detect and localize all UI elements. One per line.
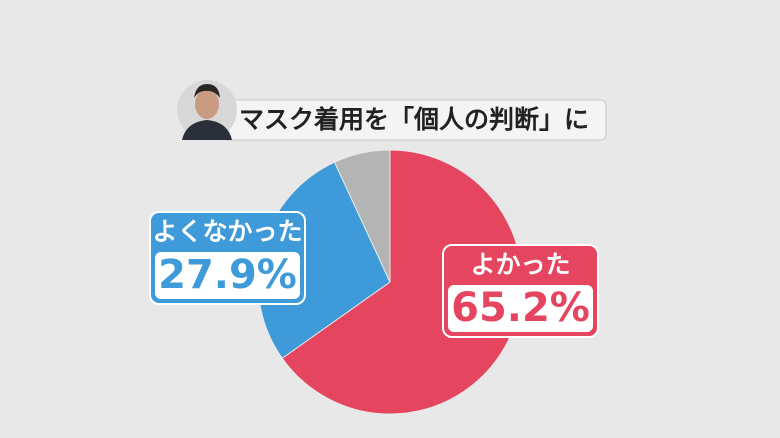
value-label: 27.9% [158,252,297,298]
pie-slice [333,149,391,283]
category-label: よくなかった [152,217,302,246]
portrait [177,80,237,140]
pie-slice [281,149,523,415]
label-value-box [155,252,300,299]
chart-title: マスク着用を「個人の判断」に [239,105,589,134]
label-value-box [448,285,593,332]
pie [257,149,523,415]
category-label: よかった [470,250,570,279]
labels: よかった 65.2% よくなかった 27.9% [149,211,599,338]
slice-label: よくなかった 27.9% [149,211,306,305]
slice-label: よかった 65.2% [442,244,599,338]
value-label: 65.2% [451,285,590,331]
